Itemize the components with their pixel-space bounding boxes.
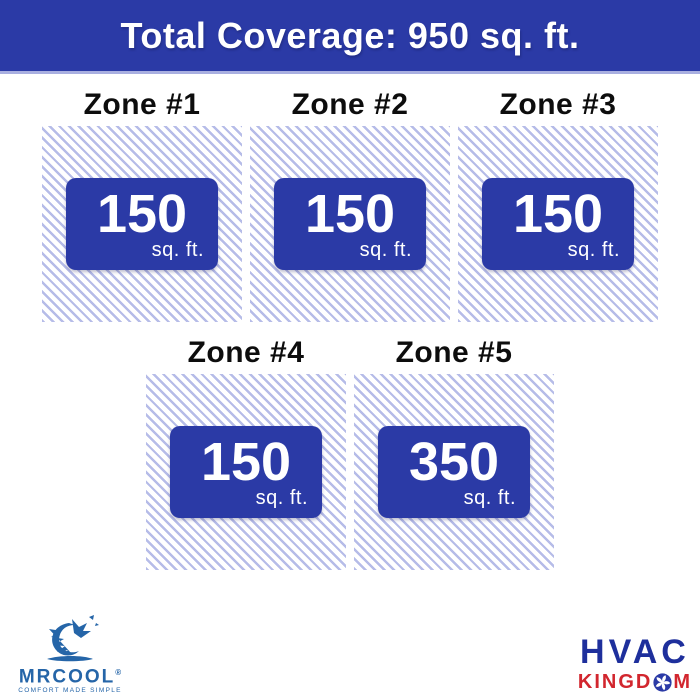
zone-value: 150 <box>512 184 604 244</box>
zones-row-top: Zone #1 150 sq. ft. Zone #2 150 sq. ft. … <box>0 88 700 322</box>
zone-unit: sq. ft. <box>463 487 516 509</box>
zone-coverage-card: 150 sq. ft. <box>482 178 634 270</box>
zone-coverage-card: 350 sq. ft. <box>378 426 530 518</box>
zone-panel-4: Zone #4 150 sq. ft. <box>146 336 346 570</box>
zone-title: Zone #3 <box>499 88 617 121</box>
zone-panel-1: Zone #1 150 sq. ft. <box>42 88 242 322</box>
zone-panel-2: Zone #2 150 sq. ft. <box>250 88 450 322</box>
fan-icon <box>652 672 673 692</box>
zone-panel-5: Zone #5 350 sq. ft. <box>354 336 554 570</box>
zone-value: 150 <box>96 184 188 244</box>
zone-coverage-card: 150 sq. ft. <box>170 426 322 518</box>
zone-coverage-area: 150 sq. ft. <box>146 374 346 570</box>
zone-unit: sq. ft. <box>255 487 308 509</box>
total-coverage-title: Total Coverage: 950 sq. ft. <box>120 14 580 56</box>
zone-coverage-area: 150 sq. ft. <box>458 126 658 322</box>
zone-title: Zone #2 <box>291 88 409 121</box>
zone-value: 350 <box>408 432 500 492</box>
header-banner: Total Coverage: 950 sq. ft. <box>0 0 700 74</box>
zone-coverage-card: 150 sq. ft. <box>274 178 426 270</box>
zone-unit: sq. ft. <box>567 239 620 261</box>
mrcool-tagline: COMFORT MADE SIMPLE <box>18 687 122 694</box>
zone-title: Zone #5 <box>395 336 513 369</box>
zone-coverage-area: 350 sq. ft. <box>354 374 554 570</box>
zone-unit: sq. ft. <box>359 239 412 261</box>
zone-coverage-area: 150 sq. ft. <box>42 126 242 322</box>
zone-title: Zone #4 <box>187 336 305 369</box>
zone-coverage-card: 150 sq. ft. <box>66 178 218 270</box>
hvac-kingdom-logo: HVAC KINGD M <box>578 635 692 694</box>
zone-coverage-area: 150 sq. ft. <box>250 126 450 322</box>
registered-mark: ® <box>115 667 122 677</box>
zone-panel-3: Zone #3 150 sq. ft. <box>458 88 658 322</box>
zone-value: 150 <box>304 184 396 244</box>
zone-title: Zone #1 <box>83 88 201 121</box>
zone-value: 150 <box>200 432 292 492</box>
zone-unit: sq. ft. <box>151 239 204 261</box>
kingdom-wordmark: KINGD M <box>577 671 692 693</box>
mrcool-logo: MRCOOL® COMFORT MADE SIMPLE <box>14 614 126 694</box>
hvac-wordmark: HVAC <box>580 633 690 671</box>
mrcool-wordmark: MRCOOL® <box>18 666 122 687</box>
mrcool-penguin-icon <box>14 614 126 663</box>
zones-row-bottom: Zone #4 150 sq. ft. Zone #5 350 sq. ft. <box>0 336 700 570</box>
